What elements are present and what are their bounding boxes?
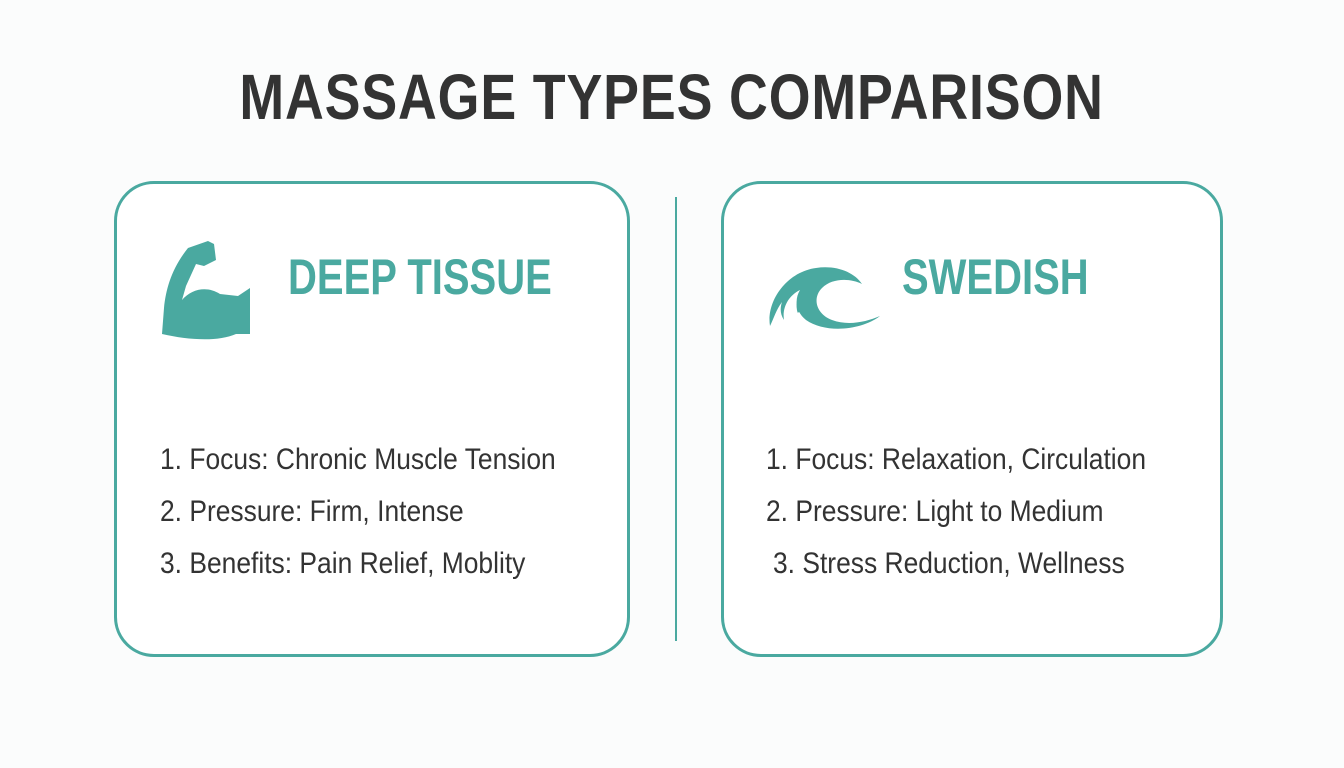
flexed-bicep-icon — [162, 241, 250, 340]
swedish-heading: SWEDISH — [902, 249, 1089, 305]
swedish-card — [721, 181, 1223, 657]
list-item: 1. Focus: Relaxation, Circulation — [766, 443, 1147, 476]
divider — [675, 197, 677, 641]
page-title: MASSAGE TYPES COMPARISON — [239, 61, 1105, 133]
list-item: 3. Benefits: Pain Relief, Moblity — [160, 547, 526, 580]
list-item: 3. Stress Reduction, Wellness — [773, 547, 1125, 580]
list-item: 2. Pressure: Firm, Intense — [160, 495, 464, 528]
wave-icon — [769, 267, 880, 329]
list-item: 2. Pressure: Light to Medium — [766, 495, 1104, 528]
deep-tissue-heading: DEEP TISSUE — [288, 249, 552, 305]
list-item: 1. Focus: Chronic Muscle Tension — [160, 443, 556, 476]
